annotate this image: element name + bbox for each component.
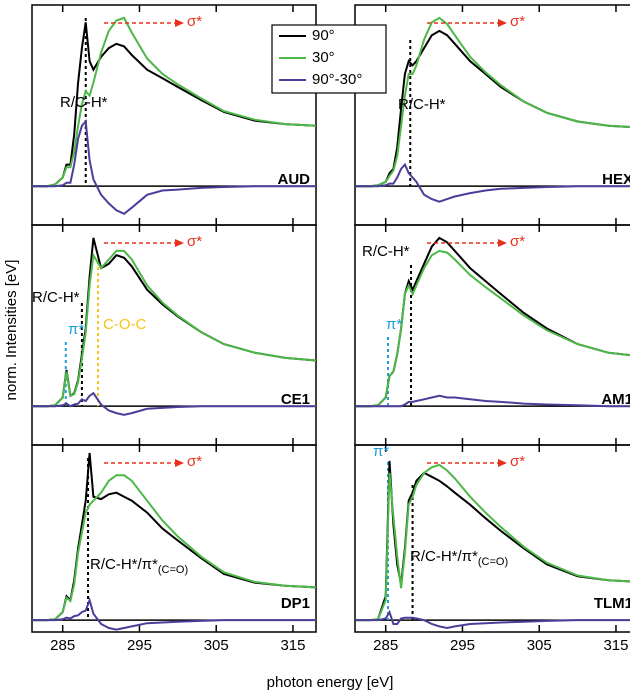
legend-label: 90°-30° bbox=[312, 71, 362, 88]
marker-label-text: C-O-C bbox=[103, 316, 146, 333]
panel-label: AM1 bbox=[601, 391, 630, 408]
sigma-label: σ* bbox=[187, 13, 202, 30]
panel-label: CE1 bbox=[281, 391, 310, 408]
marker-label: R/C-H*/π*(C=O) bbox=[410, 548, 508, 568]
marker-label-text: R/C-H*/π* bbox=[410, 548, 478, 565]
marker-label-text: R/C-H*/π* bbox=[90, 556, 158, 573]
x-tick-label: 295 bbox=[127, 637, 152, 654]
sigma-label: σ* bbox=[510, 233, 525, 250]
marker-label-subscript: (C=O) bbox=[478, 556, 508, 568]
x-tick-label: 295 bbox=[450, 637, 475, 654]
marker-label: π* bbox=[373, 443, 389, 460]
panel-label: TLM1 bbox=[594, 595, 630, 612]
sigma-arrowhead bbox=[175, 239, 184, 247]
panel-label: DP1 bbox=[281, 595, 310, 612]
spectrum-line bbox=[32, 474, 317, 622]
spectrum-line bbox=[355, 463, 630, 622]
marker-label: R/C-H*/π*(C=O) bbox=[90, 556, 188, 576]
panel-label: HEX bbox=[602, 171, 630, 188]
marker-label: R/C-H* bbox=[32, 289, 80, 306]
marker-label-text: R/C-H* bbox=[398, 96, 446, 113]
sigma-label: σ* bbox=[510, 453, 525, 470]
sigma-arrowhead bbox=[175, 459, 184, 467]
sigma-label: σ* bbox=[187, 233, 202, 250]
marker-label: R/C-H* bbox=[362, 243, 410, 260]
spectrum-line bbox=[32, 249, 317, 408]
marker-label-text: R/C-H* bbox=[60, 94, 108, 111]
x-tick-label: 315 bbox=[280, 637, 305, 654]
spectrum-line bbox=[32, 452, 317, 622]
sigma-arrowhead bbox=[498, 239, 507, 247]
x-tick-label: 305 bbox=[527, 637, 552, 654]
x-axis-label: photon energy [eV] bbox=[267, 674, 394, 691]
x-tick-label: 305 bbox=[204, 637, 229, 654]
spectrum-line bbox=[355, 16, 630, 188]
sigma-label: σ* bbox=[187, 453, 202, 470]
panel-frame bbox=[354, 444, 630, 633]
x-tick-label: 285 bbox=[373, 637, 398, 654]
marker-label-text: π* bbox=[68, 321, 84, 338]
spectrum-line bbox=[355, 249, 630, 408]
panel-label: AUD bbox=[278, 171, 311, 188]
marker-label-text: R/C-H* bbox=[362, 243, 410, 260]
spectrum-line bbox=[32, 16, 317, 188]
spectrum-line bbox=[32, 597, 316, 631]
spectrum-line bbox=[32, 22, 317, 188]
marker-label: R/C-H* bbox=[398, 96, 446, 113]
sigma-label: σ* bbox=[510, 13, 525, 30]
legend-label: 90° bbox=[312, 27, 335, 44]
sigma-arrowhead bbox=[498, 459, 507, 467]
marker-label-text: R/C-H* bbox=[32, 289, 80, 306]
marker-label-subscript: (C=O) bbox=[158, 564, 188, 576]
spectrum-line bbox=[355, 609, 630, 630]
sigma-arrowhead bbox=[498, 19, 507, 27]
marker-label: π* bbox=[386, 316, 402, 333]
spectrum-line bbox=[32, 119, 316, 215]
spectrum-line bbox=[355, 162, 630, 203]
marker-label: C-O-C bbox=[103, 316, 146, 333]
spectrum-line bbox=[32, 391, 316, 416]
panel-frame bbox=[354, 4, 630, 226]
marker-label-text: π* bbox=[373, 443, 389, 460]
legend-label: 30° bbox=[312, 49, 335, 66]
panel-frame bbox=[31, 444, 317, 633]
x-tick-label: 285 bbox=[50, 637, 75, 654]
sigma-arrowhead bbox=[175, 19, 184, 27]
x-tick-label: 315 bbox=[603, 637, 628, 654]
spectrum-line bbox=[355, 394, 630, 408]
marker-label-text: π* bbox=[386, 316, 402, 333]
y-axis-label: norm. Intensities [eV] bbox=[3, 260, 20, 401]
marker-label: R/C-H* bbox=[60, 94, 108, 111]
marker-label: π* bbox=[68, 321, 84, 338]
